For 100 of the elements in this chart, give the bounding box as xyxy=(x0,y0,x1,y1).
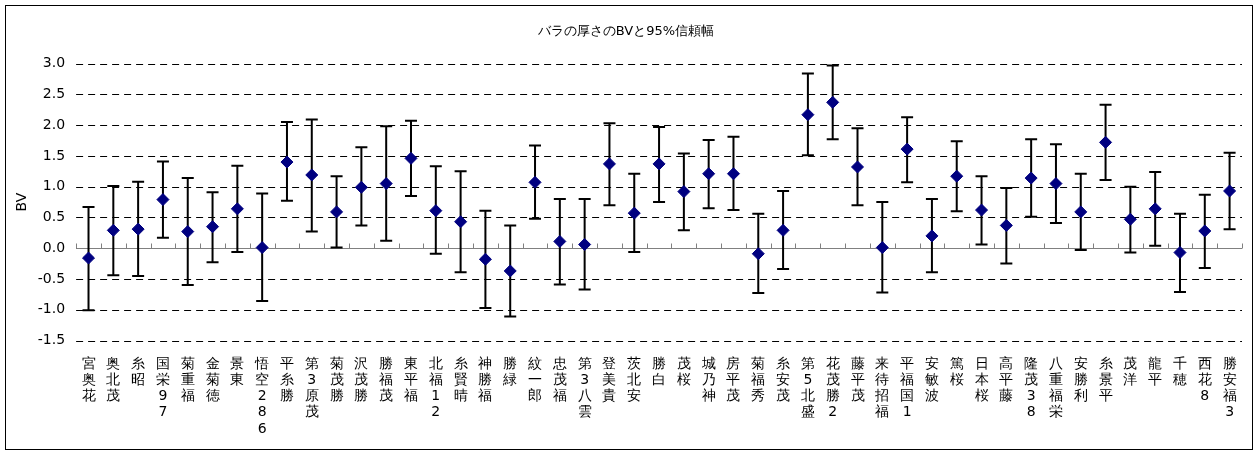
point xyxy=(131,222,145,236)
x-tick-label: 宮奥花 xyxy=(81,355,96,404)
x-tick-label: 糸安茂 xyxy=(776,355,791,404)
y-tick-label: 1.5 xyxy=(42,146,66,163)
x-tick-label: 菊重福 xyxy=(180,355,195,404)
point xyxy=(230,202,244,216)
y-tick-label: 1.0 xyxy=(42,177,66,194)
x-tick-label: 茨北安 xyxy=(627,355,642,404)
y-tick-label: -1.5 xyxy=(37,331,66,348)
point xyxy=(975,203,989,217)
y-tick-label: 3.0 xyxy=(42,54,66,71)
point xyxy=(1049,177,1063,191)
point xyxy=(503,264,517,278)
point xyxy=(354,180,368,194)
y-tick-label: 0.5 xyxy=(42,208,66,225)
x-tick-label: 第5北盛 xyxy=(800,355,815,420)
x-tick-label: 日本桜 xyxy=(974,355,989,404)
x-tick-label: 忠茂福 xyxy=(551,355,567,404)
x-tick-label: 安勝利 xyxy=(1073,355,1088,404)
point xyxy=(280,155,294,169)
point xyxy=(702,167,716,181)
x-tick-label: 勝白 xyxy=(652,355,667,388)
point xyxy=(379,177,393,191)
x-tick-label: 奥北茂 xyxy=(106,355,121,404)
point xyxy=(751,247,765,261)
y-tick-label: -0.5 xyxy=(37,269,66,286)
x-tick-label: 勝福茂 xyxy=(379,355,394,404)
x-tick-label: 茂洋 xyxy=(1123,355,1138,388)
point xyxy=(454,215,468,229)
point xyxy=(1024,171,1038,185)
point xyxy=(925,229,939,243)
x-tick-label: 第3原茂 xyxy=(304,355,319,420)
x-tick-label: 房平茂 xyxy=(726,355,741,404)
point xyxy=(82,251,96,265)
point xyxy=(1074,205,1088,219)
point xyxy=(528,175,542,189)
x-tick-label: 悟空286 xyxy=(254,355,270,436)
x-tick-label: 龍平 xyxy=(1148,355,1163,388)
x-tick-label: 登美貴 xyxy=(602,355,617,404)
point xyxy=(875,241,889,255)
x-tick-label: 平福国1 xyxy=(900,355,915,420)
point xyxy=(726,167,740,181)
x-tick-label: 篤桜 xyxy=(949,355,964,388)
y-tick-label: 2.0 xyxy=(42,115,66,132)
x-tick-label: 第3八雲 xyxy=(577,355,592,420)
point xyxy=(999,218,1013,232)
x-tick-label: 隆茂38 xyxy=(1024,355,1039,420)
point xyxy=(181,225,195,239)
x-tick-label: 勝緑 xyxy=(502,355,518,388)
x-tick-label: 高平藤 xyxy=(999,355,1014,404)
point xyxy=(206,220,220,234)
point xyxy=(429,204,443,218)
x-tick-label: 東平福 xyxy=(404,355,418,404)
x-tick-label: 神勝福 xyxy=(478,355,493,404)
point xyxy=(156,193,170,207)
x-tick-label: 菊茂勝 xyxy=(329,355,344,404)
x-tick-label: 沢茂勝 xyxy=(354,355,369,404)
x-tick-label: 菊福秀 xyxy=(751,355,766,404)
x-tick-label: 藤平茂 xyxy=(850,355,865,404)
point xyxy=(255,241,269,255)
point xyxy=(1123,212,1137,226)
point xyxy=(553,234,567,248)
point xyxy=(851,160,865,174)
point xyxy=(1198,224,1212,238)
x-tick-label: 安敏波 xyxy=(924,355,939,404)
y-tick-label: 0.0 xyxy=(42,238,66,255)
x-tick-label: 国栄97 xyxy=(155,355,170,420)
point xyxy=(1148,202,1162,216)
y-axis-title: BV xyxy=(13,192,30,212)
point xyxy=(950,169,964,183)
x-tick-label: 糸昭 xyxy=(131,355,146,388)
point xyxy=(404,151,418,165)
x-tick-label: 来待招福 xyxy=(874,355,890,420)
point xyxy=(1173,246,1187,260)
x-tick-label: 北福12 xyxy=(428,355,443,420)
x-tick-label: 景東 xyxy=(230,355,245,388)
y-tick-label: -1.0 xyxy=(37,300,66,317)
y-tick-label: 2.5 xyxy=(42,85,66,102)
x-tick-label: 金菊徳 xyxy=(205,355,220,404)
x-tick-label: 花茂勝2 xyxy=(825,355,840,420)
point xyxy=(1099,135,1113,149)
x-tick-label: 西花8 xyxy=(1197,355,1212,404)
x-tick-label: 八重福栄 xyxy=(1048,355,1063,420)
point xyxy=(330,205,344,219)
x-tick-label: 茂桜 xyxy=(676,355,691,388)
x-tick-label: 平糸勝 xyxy=(279,355,294,404)
point xyxy=(627,206,641,220)
point xyxy=(106,223,120,237)
x-tick-label: 城乃神 xyxy=(700,355,716,404)
point xyxy=(578,238,592,252)
x-tick-label: 千穂 xyxy=(1172,355,1187,388)
point xyxy=(478,252,492,266)
chart-title: バラの厚さのBVと95%信頼幅 xyxy=(536,23,715,39)
point xyxy=(776,223,790,237)
point xyxy=(677,185,691,199)
point xyxy=(652,157,666,171)
x-tick-label: 糸景平 xyxy=(1098,355,1113,404)
point xyxy=(1223,184,1237,198)
point xyxy=(801,108,815,122)
point xyxy=(900,142,914,156)
